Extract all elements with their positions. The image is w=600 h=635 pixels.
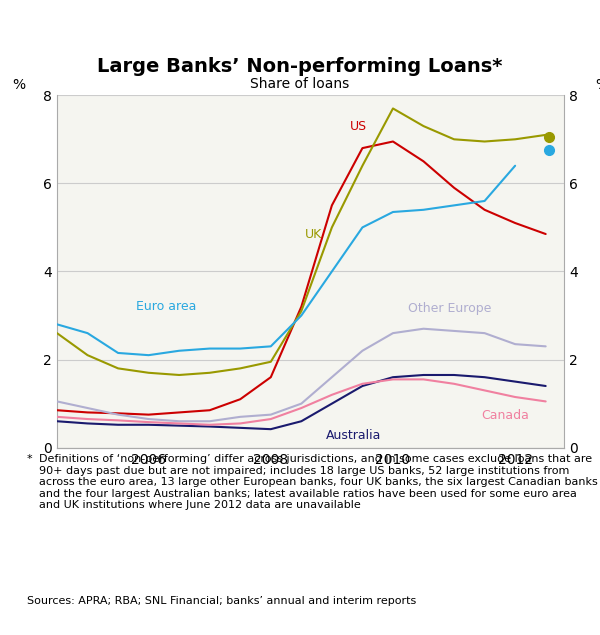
Text: Large Banks’ Non-performing Loans*: Large Banks’ Non-performing Loans*	[97, 57, 503, 76]
Text: %: %	[13, 77, 26, 91]
Text: Euro area: Euro area	[136, 300, 197, 313]
Text: UK: UK	[304, 227, 322, 241]
Text: Definitions of ‘non-performing’ differ across jurisdictions, and in some cases e: Definitions of ‘non-performing’ differ a…	[39, 454, 598, 511]
Text: Share of loans: Share of loans	[250, 77, 350, 91]
Text: *: *	[27, 454, 32, 464]
Text: Sources: APRA; RBA; SNL Financial; banks’ annual and interim reports: Sources: APRA; RBA; SNL Financial; banks…	[27, 596, 416, 606]
Text: Canada: Canada	[482, 410, 529, 422]
Text: Other Europe: Other Europe	[408, 302, 491, 316]
Text: US: US	[350, 119, 367, 133]
Text: %: %	[595, 77, 600, 91]
Text: Australia: Australia	[326, 429, 381, 443]
